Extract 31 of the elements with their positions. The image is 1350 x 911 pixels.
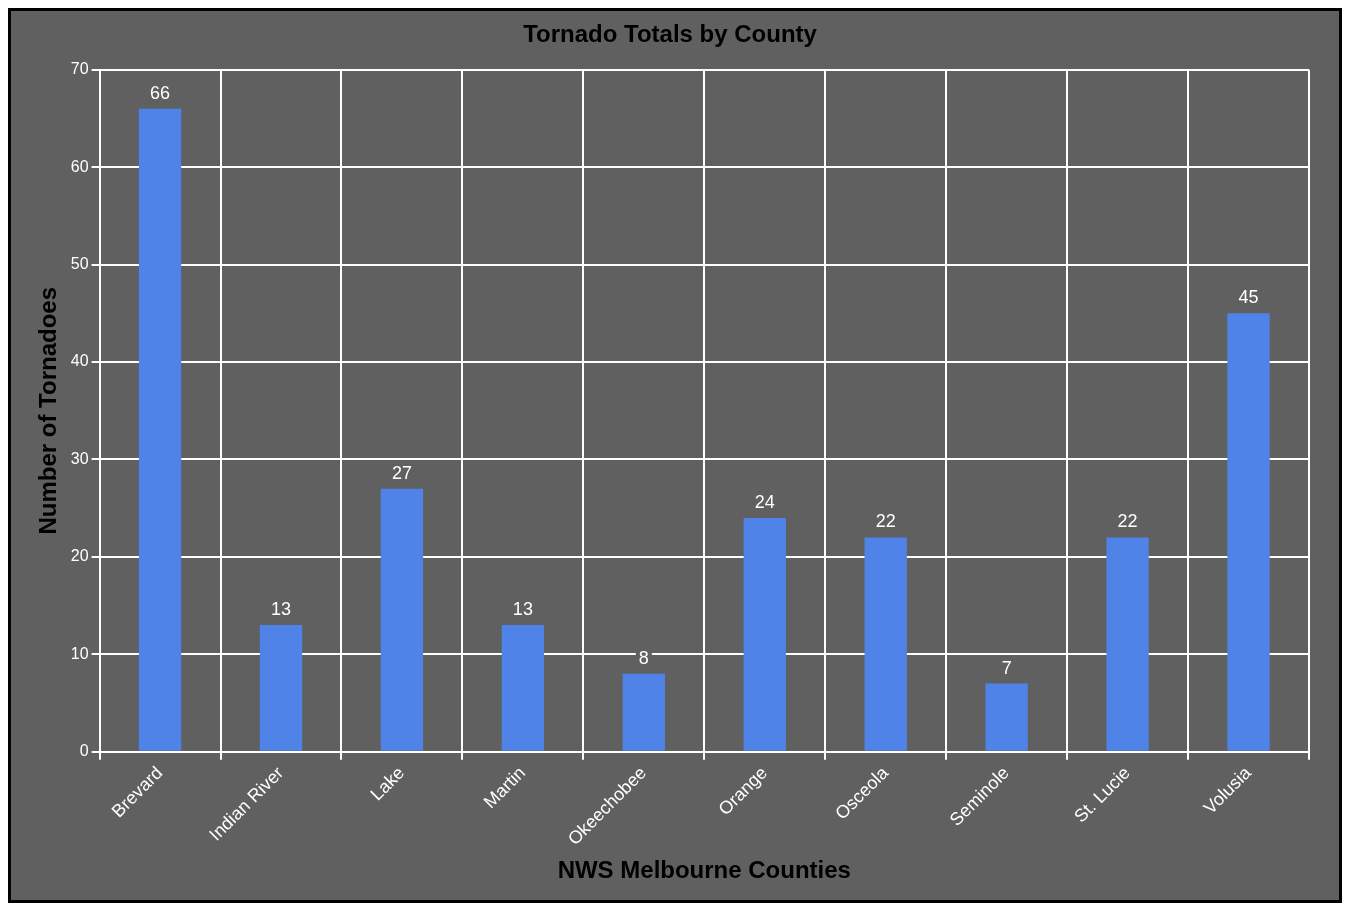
- y-tick-label: 10: [70, 644, 89, 662]
- y-tick-label: 20: [70, 547, 89, 565]
- bar: [743, 517, 786, 751]
- bar: [622, 673, 665, 751]
- data-label: 13: [270, 599, 292, 620]
- y-tick-label: 50: [70, 255, 89, 273]
- chart-title: Tornado Totals by County: [523, 20, 818, 48]
- data-label: 66: [150, 82, 171, 103]
- data-label: 22: [875, 511, 896, 532]
- bar: [1227, 313, 1270, 751]
- bar: [864, 537, 907, 751]
- y-tick-label: 40: [70, 352, 89, 370]
- data-label: 27: [391, 462, 412, 483]
- x-axis-title: NWS Melbourne Counties: [557, 856, 851, 884]
- data-label: 8: [638, 647, 649, 668]
- bar: [501, 625, 545, 751]
- y-tick-label: 70: [70, 60, 89, 78]
- data-label: 45: [1238, 287, 1259, 308]
- y-axis-title: Number of Tornadoes: [34, 286, 62, 535]
- data-label: 22: [1117, 511, 1138, 532]
- bar: [380, 488, 424, 751]
- bar: [985, 683, 1028, 751]
- y-tick-label: 30: [70, 449, 89, 467]
- bar: [259, 625, 303, 751]
- data-label: 24: [754, 491, 775, 512]
- y-tick-label: 0: [79, 742, 89, 760]
- data-label: 7: [1001, 657, 1012, 678]
- data-label: 13: [512, 599, 533, 620]
- bar: [138, 108, 182, 751]
- bar: [1106, 537, 1149, 751]
- y-tick-label: 60: [70, 157, 89, 175]
